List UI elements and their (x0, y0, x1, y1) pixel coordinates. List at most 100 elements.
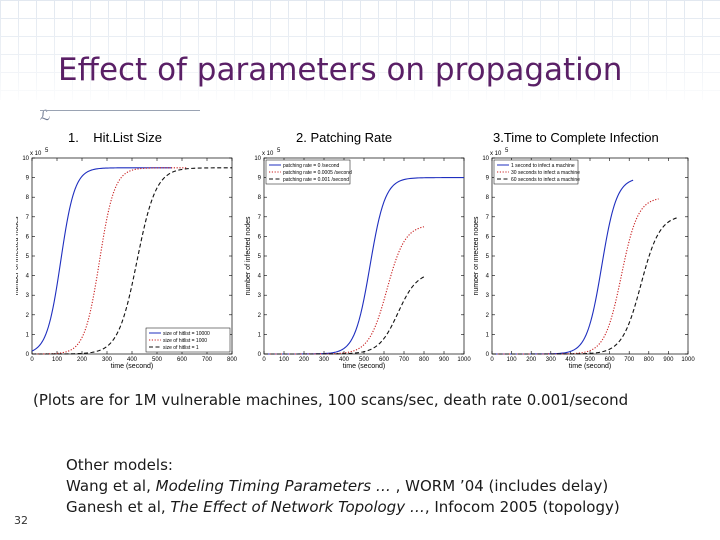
other-models: Other models: Wang et al, Modeling Timin… (66, 455, 620, 518)
y-tick-label: 3 (26, 293, 30, 299)
y-tick-label: 3 (258, 293, 262, 299)
y-exponent-label: x 10 (30, 151, 42, 157)
plot2-label: 2. Patching Rate (296, 130, 393, 145)
y-tick-label: 1 (26, 332, 30, 338)
y-tick-label: 7 (486, 215, 490, 221)
background-fade (0, 0, 720, 110)
x-tick-label: 600 (177, 357, 188, 363)
chart-time-to-complete: 0 100 200 300 400 500 600 700 800 900 1000 0 1 2 3 4 5 6 7… (474, 148, 695, 370)
y-tick-label: 0 (258, 352, 262, 358)
x-tick-label: 800 (419, 357, 430, 363)
slide-title: Effect of parameters on propagation (58, 52, 623, 88)
x-tick-label: 200 (77, 357, 88, 363)
x-axis-label: time (second) (569, 363, 611, 370)
legend-box (145, 327, 231, 353)
y-tick-label: 2 (258, 313, 262, 319)
x-axis-label: time (second) (111, 363, 153, 370)
ref1-title: Modeling Timing Parameters … (155, 477, 396, 495)
y-tick-label: 5 (26, 254, 30, 260)
x-tick-label: 300 (319, 357, 330, 363)
y-tick-label: 9 (486, 176, 490, 182)
y-tick-label: 0 (486, 352, 490, 358)
x-tick-label: 500 (585, 357, 596, 363)
y-tick-label: 2 (486, 313, 490, 319)
y-tick-label: 6 (258, 234, 262, 240)
title-bullet-icon: ℒ (40, 108, 51, 124)
series-line-3 (32, 167, 232, 355)
x-tick-label: 600 (379, 357, 390, 363)
y-tick-label: 10 (254, 156, 261, 162)
legend-box (493, 159, 579, 185)
x-tick-label: 500 (359, 357, 370, 363)
y-tick-label: 4 (26, 274, 30, 280)
legend-entry-1: 1 second to infect a machine (511, 163, 575, 169)
series-line-3 (492, 216, 679, 355)
title-underline (40, 110, 200, 111)
x-tick-label: 700 (624, 357, 635, 363)
x-tick-label: 0 (30, 357, 34, 363)
x-tick-label: 400 (127, 357, 138, 363)
x-tick-label: 100 (52, 357, 63, 363)
x-tick-label: 200 (526, 357, 537, 363)
series-line-2 (31, 167, 187, 355)
x-tick-label: 600 (605, 357, 616, 363)
y-tick-label: 4 (258, 274, 262, 280)
x-tick-label: 700 (399, 357, 410, 363)
y-tick-label: 5 (486, 254, 490, 260)
y-axis-label: number of infected nodes (16, 216, 20, 295)
chart-patching-rate: 0 100 200 300 400 500 600 700 800 900 1000 0 1 2 3 4 5 6 7… (245, 148, 471, 370)
y-tick-label: 7 (258, 215, 262, 221)
x-tick-label: 700 (202, 357, 213, 363)
plot1-label-number: 1. (68, 130, 79, 145)
ref1-author: Wang et al, (66, 477, 156, 495)
y-tick-label: 6 (26, 234, 30, 240)
y-tick-label: 6 (486, 234, 490, 240)
plot-frame (263, 157, 465, 355)
y-exponent-power: 5 (505, 148, 509, 154)
y-axis-label: number of infected nodes (474, 216, 480, 295)
y-exponent-power: 5 (45, 148, 49, 154)
x-tick-label: 300 (102, 357, 113, 363)
legend-entry-1: size of hitlist = 10000 (163, 331, 210, 337)
x-tick-label: 900 (439, 357, 450, 363)
y-tick-label: 9 (26, 176, 30, 182)
legend-entry-3: 60 seconds to infect a machine (511, 177, 580, 183)
x-tick-label: 800 (644, 357, 655, 363)
x-tick-label: 100 (507, 357, 518, 363)
y-exponent-power: 5 (277, 148, 281, 154)
y-tick-label: 5 (258, 254, 262, 260)
ref2-venue: , Infocom 2005 (topology) (424, 498, 620, 516)
page-number: 32 (14, 514, 28, 527)
plot3-label: 3.Time to Complete Infection (493, 130, 659, 145)
plot1-label: 1. Hit.List Size (68, 130, 162, 145)
x-tick-label: 1000 (681, 357, 695, 363)
legend-entry-2: size of hitlist = 1000 (163, 338, 207, 344)
y-tick-label: 2 (26, 313, 30, 319)
x-tick-label: 300 (546, 357, 557, 363)
legend-entry-2: 30 seconds to infect a machine (511, 170, 580, 176)
ref1-venue: , WORM ’04 (includes delay) (395, 477, 609, 495)
y-tick-label: 10 (22, 156, 29, 162)
ref2-author: Ganesh et al, (66, 498, 171, 516)
y-tick-label: 1 (486, 332, 490, 338)
legend-entry-3: patching rate = 0.001 /second (283, 177, 349, 183)
y-tick-label: 10 (482, 156, 489, 162)
series-line-2 (492, 198, 659, 355)
y-exponent-label: x 10 (262, 151, 274, 157)
y-tick-label: 1 (258, 332, 262, 338)
series-line-3 (264, 276, 425, 355)
x-tick-label: 200 (299, 357, 310, 363)
plot-frame (31, 157, 233, 355)
y-tick-label: 8 (486, 195, 490, 201)
caption: (Plots are for 1M vulnerable machines, 1… (33, 391, 629, 409)
x-tick-label: 1000 (457, 357, 471, 363)
y-tick-label: 8 (258, 195, 262, 201)
legend-box (265, 159, 351, 185)
x-tick-label: 800 (227, 357, 238, 363)
other-models-heading: Other models: (66, 456, 173, 474)
y-exponent-label: x 10 (490, 151, 502, 157)
legend-entry-2: patching rate = 0.0005 /second (283, 170, 352, 176)
x-axis-label: time (second) (343, 363, 385, 370)
x-tick-label: 0 (490, 357, 494, 363)
legend-entry-1: patching rate = 0 /second (283, 163, 340, 169)
